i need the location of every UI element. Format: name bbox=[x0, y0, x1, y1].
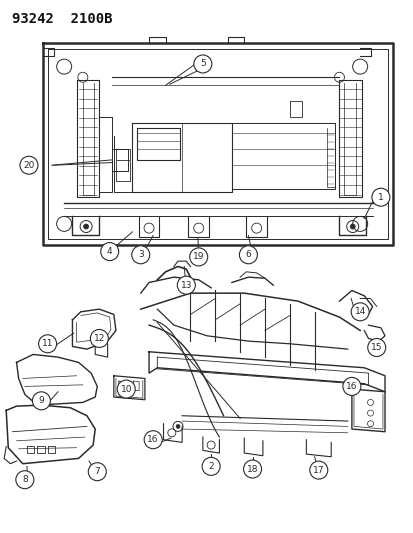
Text: 16: 16 bbox=[147, 435, 159, 444]
Text: 2: 2 bbox=[208, 462, 214, 471]
Circle shape bbox=[202, 457, 220, 475]
Circle shape bbox=[176, 424, 180, 429]
Text: 6: 6 bbox=[245, 251, 251, 259]
Circle shape bbox=[371, 188, 389, 206]
Text: 7: 7 bbox=[94, 467, 100, 476]
Circle shape bbox=[342, 377, 360, 395]
Circle shape bbox=[177, 276, 195, 294]
Circle shape bbox=[239, 246, 257, 264]
Circle shape bbox=[16, 471, 34, 489]
Text: 16: 16 bbox=[345, 382, 357, 391]
Text: 8: 8 bbox=[22, 475, 28, 484]
Circle shape bbox=[131, 246, 150, 264]
Circle shape bbox=[88, 463, 106, 481]
Text: 10: 10 bbox=[120, 385, 132, 393]
Text: 4: 4 bbox=[107, 247, 112, 256]
Circle shape bbox=[90, 329, 108, 348]
Circle shape bbox=[309, 461, 327, 479]
Circle shape bbox=[189, 248, 207, 266]
Circle shape bbox=[20, 156, 38, 174]
Circle shape bbox=[83, 224, 88, 229]
Circle shape bbox=[117, 380, 135, 398]
Circle shape bbox=[32, 392, 50, 410]
Text: 15: 15 bbox=[370, 343, 382, 352]
Text: 14: 14 bbox=[354, 308, 365, 316]
Text: 18: 18 bbox=[246, 465, 258, 473]
Text: 19: 19 bbox=[192, 253, 204, 261]
Text: 1: 1 bbox=[377, 193, 383, 201]
Circle shape bbox=[100, 243, 119, 261]
Circle shape bbox=[144, 431, 162, 449]
Text: 11: 11 bbox=[42, 340, 53, 348]
Text: 12: 12 bbox=[93, 334, 105, 343]
Text: 5: 5 bbox=[199, 60, 205, 68]
Circle shape bbox=[349, 224, 354, 229]
Text: 93242  2100B: 93242 2100B bbox=[12, 12, 113, 26]
Circle shape bbox=[243, 460, 261, 478]
Text: 13: 13 bbox=[180, 281, 192, 289]
Text: 17: 17 bbox=[312, 466, 324, 474]
Text: 9: 9 bbox=[38, 397, 44, 405]
Circle shape bbox=[350, 303, 368, 321]
Circle shape bbox=[38, 335, 57, 353]
Text: 3: 3 bbox=[138, 251, 143, 259]
Circle shape bbox=[367, 338, 385, 357]
Circle shape bbox=[193, 55, 211, 73]
Text: 20: 20 bbox=[23, 161, 35, 169]
